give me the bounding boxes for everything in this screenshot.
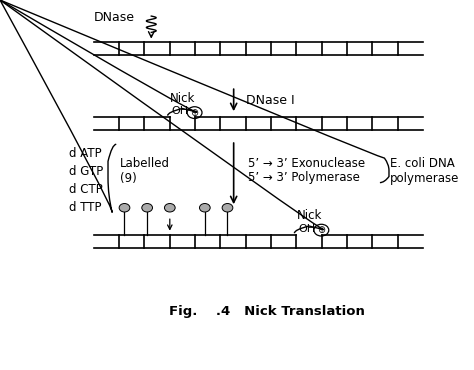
Text: Labelled
(9): Labelled (9) [120, 157, 170, 185]
Text: 5’ → 3’ Exonuclease: 5’ → 3’ Exonuclease [248, 157, 365, 169]
Circle shape [142, 204, 153, 212]
Text: Fig.    .4   Nick Translation: Fig. .4 Nick Translation [169, 305, 365, 318]
Text: d TTP: d TTP [69, 201, 101, 213]
Text: OH: OH [299, 223, 316, 233]
Text: ⊕: ⊕ [191, 108, 199, 118]
Circle shape [222, 204, 233, 212]
Text: OH: OH [172, 106, 189, 116]
Circle shape [200, 204, 210, 212]
Text: 5’ → 3’ Polymerase: 5’ → 3’ Polymerase [248, 171, 360, 184]
Text: d GTP: d GTP [69, 165, 103, 178]
Text: E. coli DNA
polymerase: E. coli DNA polymerase [390, 157, 460, 185]
Text: ⊕: ⊕ [317, 225, 326, 235]
Text: Nick: Nick [170, 92, 195, 105]
Text: d CTP: d CTP [69, 183, 103, 196]
Circle shape [164, 204, 175, 212]
Text: Nick: Nick [296, 209, 322, 222]
Text: d ATP: d ATP [69, 147, 101, 160]
Text: DNase I: DNase I [246, 94, 295, 107]
Circle shape [119, 204, 130, 212]
Text: DNase: DNase [93, 11, 135, 24]
